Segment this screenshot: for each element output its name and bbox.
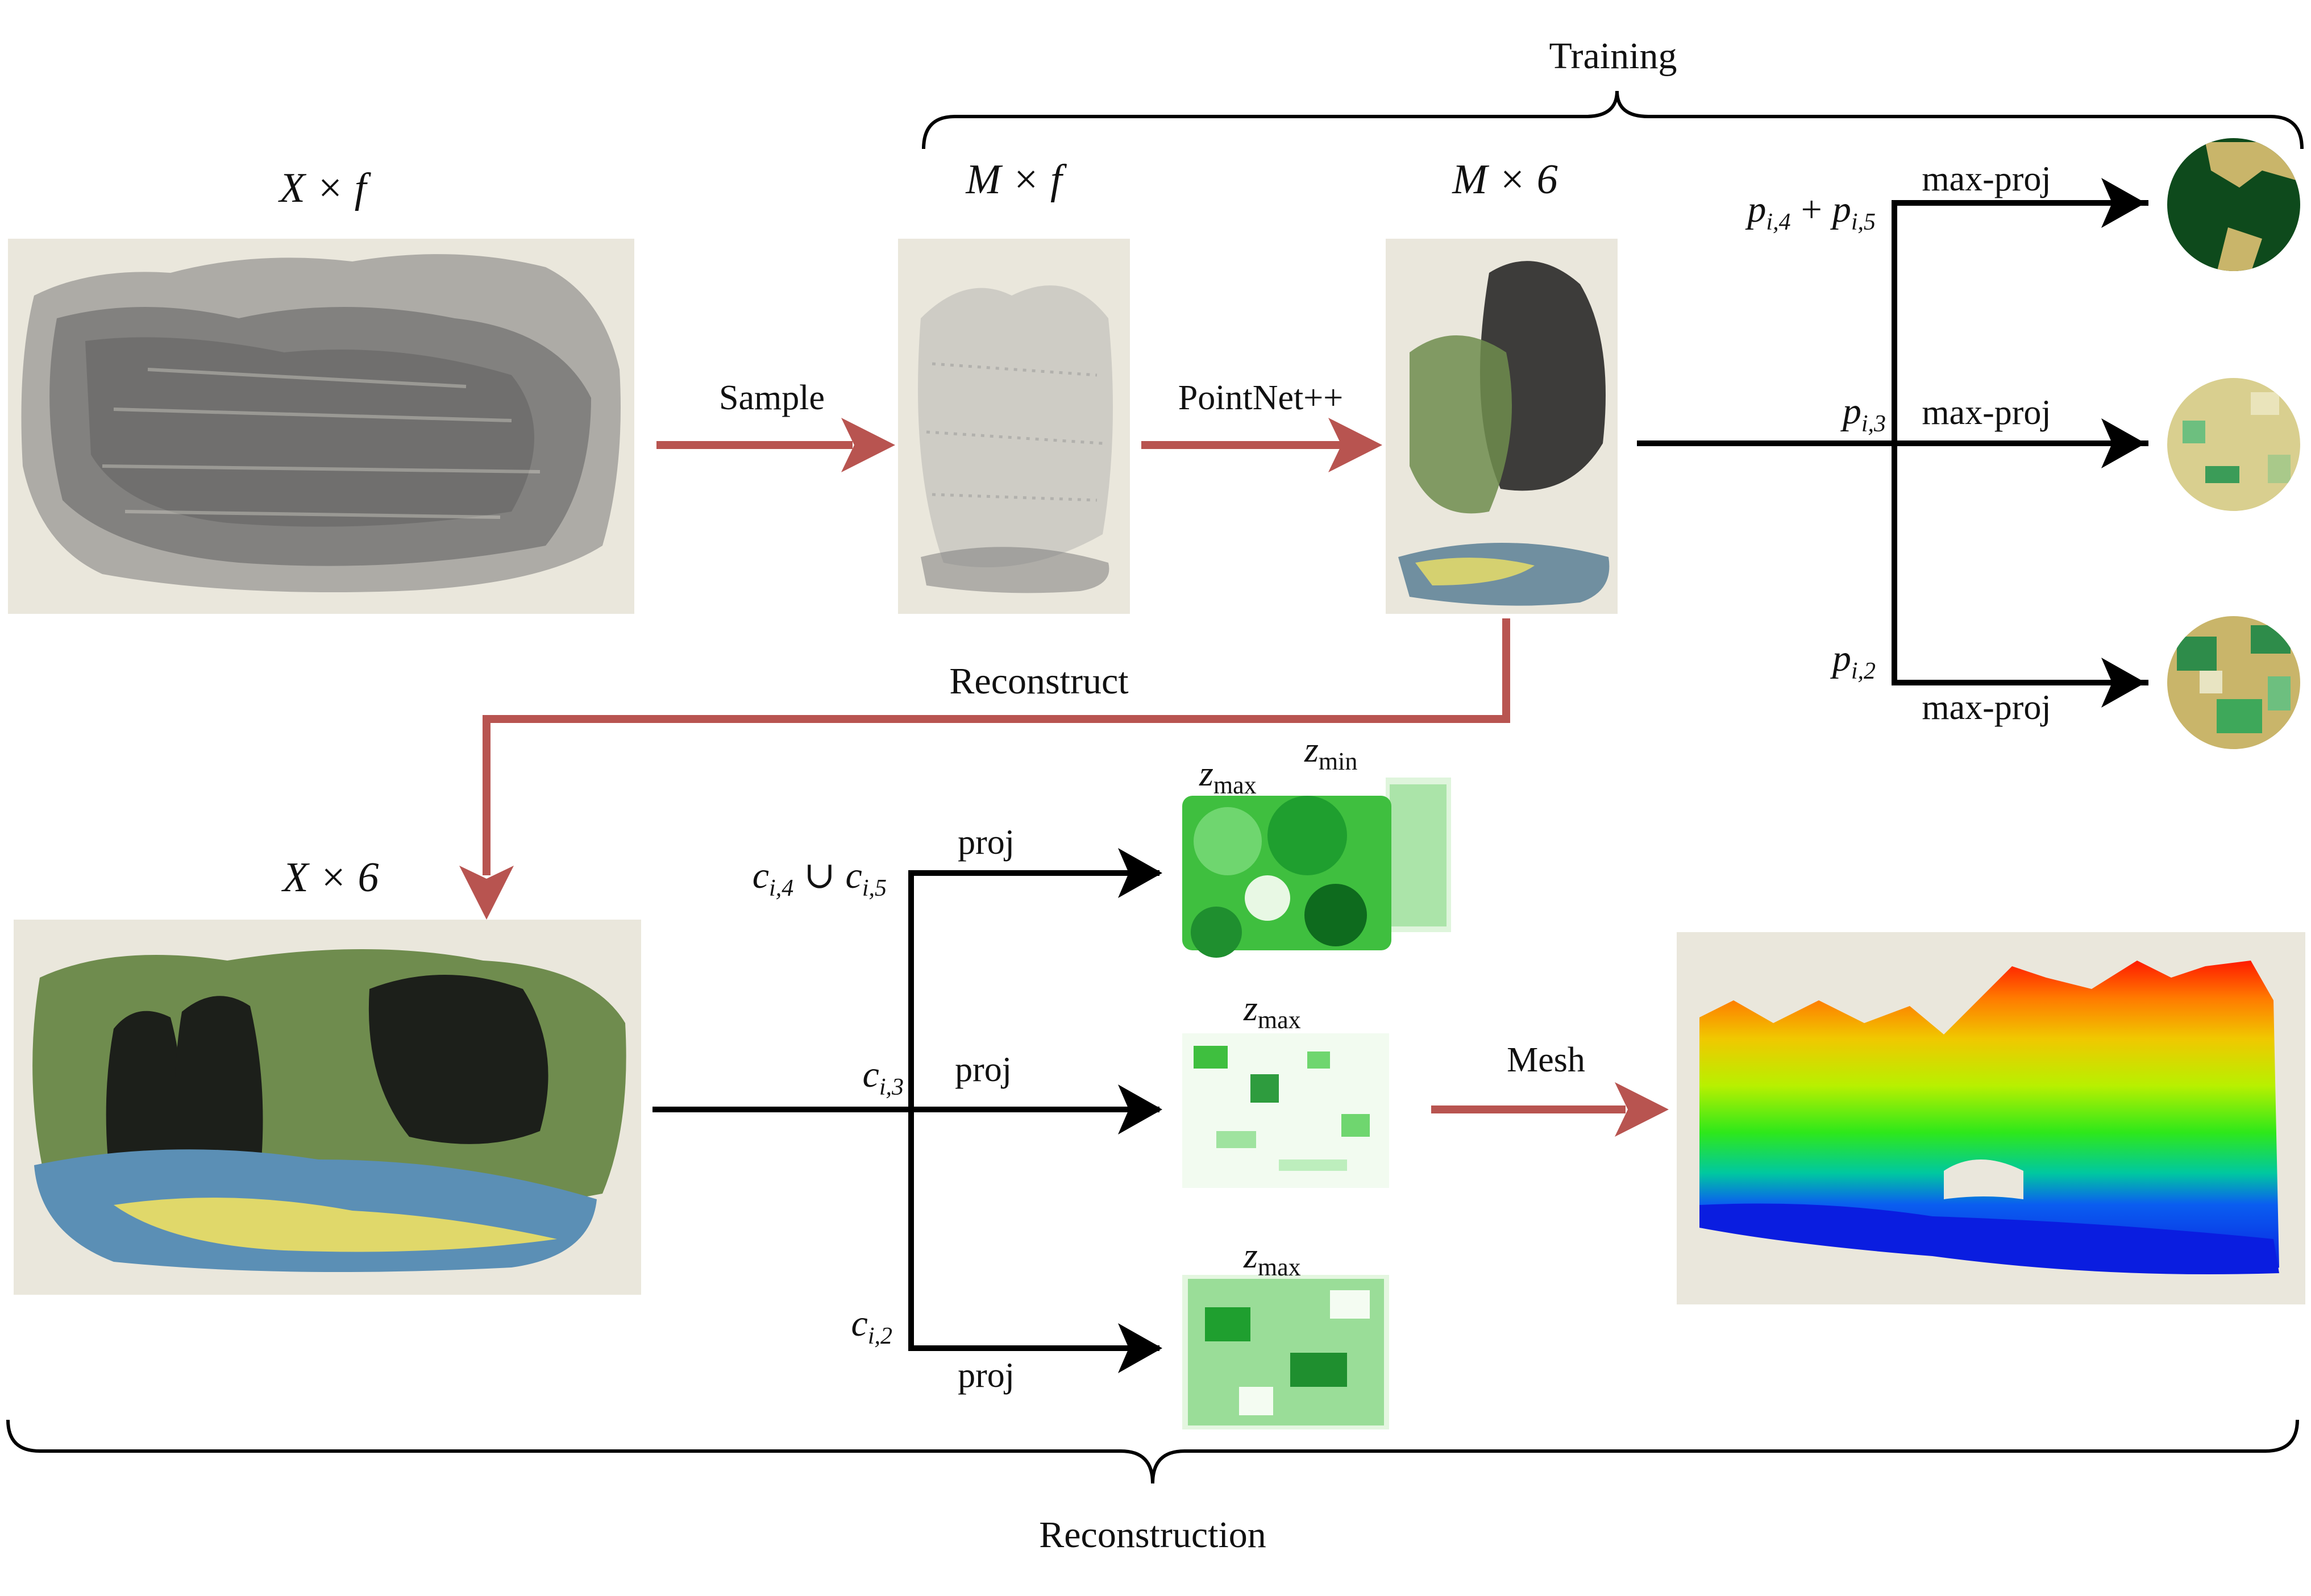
x-f-label: X × f (278, 165, 372, 211)
input-point-cloud-panel (8, 239, 634, 614)
segmented-sampled-cloud-panel (1386, 239, 1618, 614)
p-i3-label: pi,3 (1840, 390, 1886, 437)
sample-arrow (656, 418, 895, 472)
c-i45-label: ci,4 ∪ ci,5 (753, 855, 887, 901)
pointnet-arrow (1141, 418, 1382, 472)
proj-trunk-label: proj (955, 1050, 1012, 1089)
mesh-label: Mesh (1507, 1041, 1585, 1079)
proj-ground-label: proj (958, 1356, 1015, 1395)
reconstruction-fork (652, 848, 1162, 1373)
zmin-canopy-label: zmin (1304, 729, 1357, 775)
zmax-trunk-label: zmax (1243, 988, 1301, 1034)
raster-canopy-zmin (1386, 778, 1451, 932)
projection-circle-trunk (2167, 378, 2300, 511)
pointnet-label: PointNet++ (1178, 379, 1343, 417)
max-proj-ground-label: max-proj (1922, 688, 2051, 727)
sampled-point-cloud-panel (898, 239, 1130, 614)
training-fork (1637, 178, 2148, 708)
m-6-label: M × 6 (1452, 156, 1558, 203)
zmax-ground-label: zmax (1243, 1235, 1301, 1281)
reconstruct-arrow (459, 618, 1510, 920)
mesh-arrow (1431, 1082, 1669, 1137)
p-i2-label: pi,2 (1830, 638, 1876, 684)
x-6-label: X × 6 (281, 854, 379, 901)
sample-label: Sample (719, 379, 825, 417)
reconstruction-label: Reconstruction (1039, 1514, 1266, 1556)
raster-canopy-zmax (1182, 796, 1391, 958)
max-proj-canopy-label: max-proj (1922, 160, 2051, 198)
m-f-label: M × f (965, 156, 1067, 203)
raster-trunk-zmax (1182, 1033, 1389, 1188)
segmented-full-cloud-panel (14, 920, 641, 1295)
p-i45-label: pi,4 + pi,5 (1745, 189, 1876, 235)
c-i2-label: ci,2 (851, 1303, 892, 1349)
raster-ground-zmax (1182, 1275, 1389, 1429)
c-i3-label: ci,3 (863, 1054, 904, 1100)
height-mesh-panel (1677, 932, 2305, 1304)
reconstruct-label: Reconstruct (949, 660, 1128, 702)
max-proj-trunk-label: max-proj (1922, 393, 2051, 432)
projection-circle-canopy (2167, 138, 2300, 271)
proj-canopy-label: proj (958, 823, 1015, 862)
training-brace (922, 90, 2304, 149)
reconstruction-brace (6, 1419, 2299, 1484)
zmax-canopy-label: zmax (1199, 753, 1257, 799)
training-label: Training (1549, 35, 1677, 77)
projection-circle-ground (2167, 616, 2300, 749)
